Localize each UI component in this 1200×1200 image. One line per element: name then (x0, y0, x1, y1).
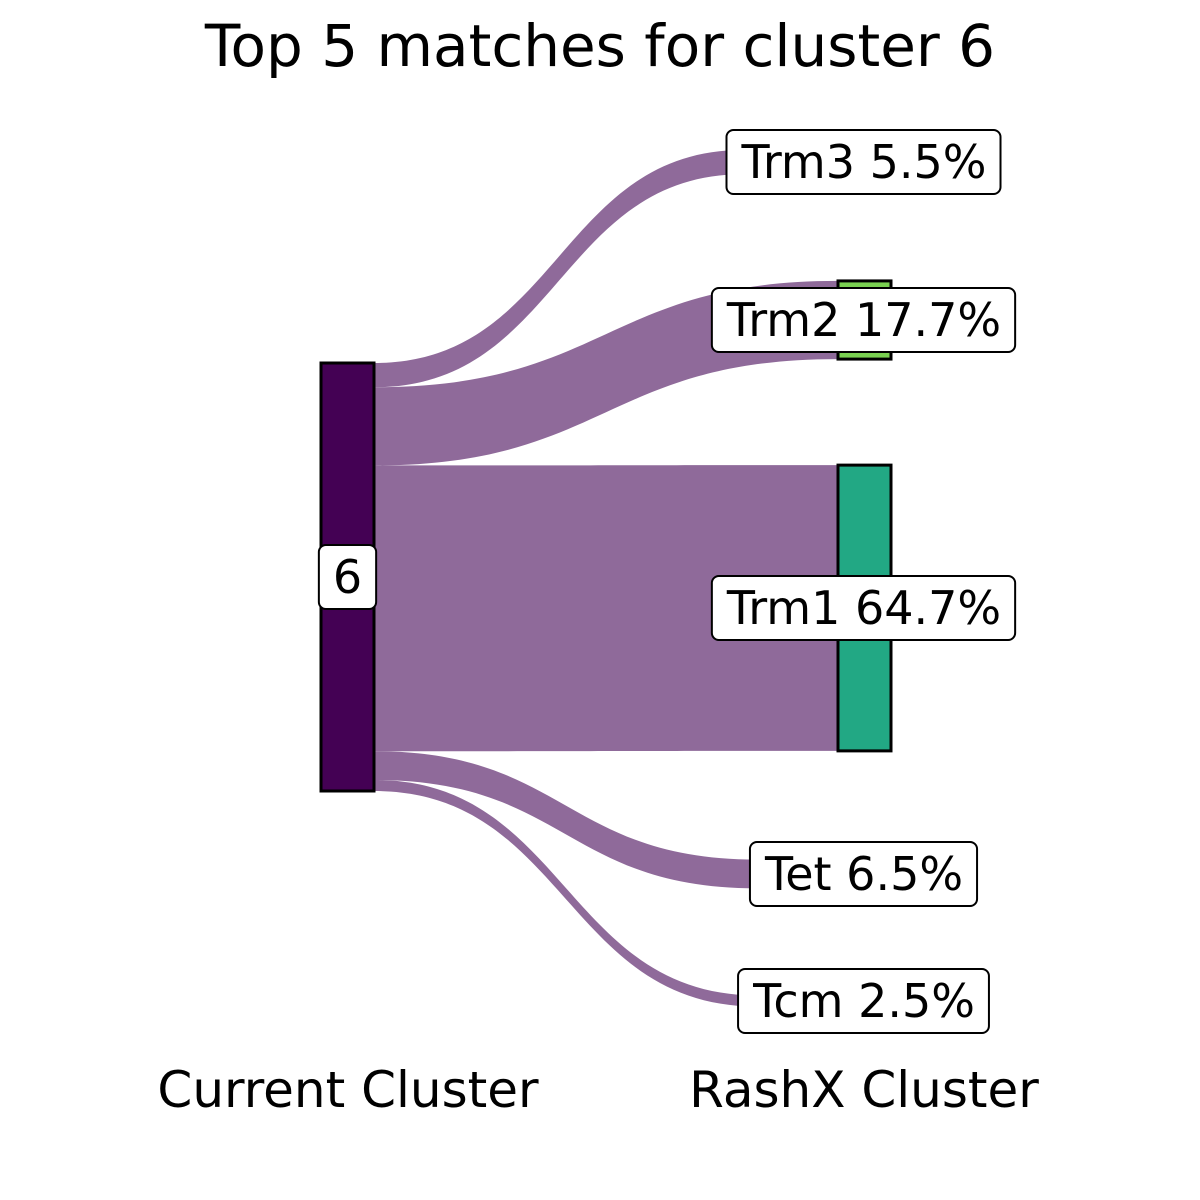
target-label-tet-box (748, 841, 979, 907)
node-labels: 6 Trm3 5.5% Trm2 17.7% Trm1 64.7% Tet 6.5% Tc… (317, 129, 1017, 1034)
target-label-tcm: Tcm 2.5% (737, 968, 990, 1034)
target-label-tcm-box (737, 968, 990, 1034)
target-label-trm2-text: Trm2 17.7% (726, 293, 1001, 347)
flow-tet (374, 751, 758, 889)
flow-trm1 (374, 465, 838, 752)
target-label-trm3-text: Trm3 5.5% (740, 135, 986, 189)
target-label-trm1-box (710, 575, 1017, 641)
axis-label-current-cluster: Current Cluster (157, 1061, 539, 1119)
source-label-box (317, 544, 378, 610)
target-label-trm3-box (725, 129, 1002, 195)
source-label: 6 (317, 544, 378, 610)
flow-trm3 (374, 149, 744, 388)
target-label-tcm-text: Tcm 2.5% (752, 974, 975, 1028)
source-label-text: 6 (333, 550, 362, 604)
target-label-trm2-box (710, 287, 1017, 353)
target-label-tet-text: Tet 6.5% (764, 847, 963, 901)
flow-tcm (374, 779, 758, 1007)
target-label-trm1: Trm1 64.7% (710, 575, 1017, 641)
target-label-tet: Tet 6.5% (748, 841, 979, 907)
target-label-trm1-text: Trm1 64.7% (726, 581, 1001, 635)
target-label-trm2: Trm2 17.7% (710, 287, 1017, 353)
chart-title: Top 5 matches for cluster 6 (204, 12, 996, 80)
target-label-trm3: Trm3 5.5% (725, 129, 1002, 195)
axis-label-rashx-cluster: RashX Cluster (689, 1061, 1039, 1119)
